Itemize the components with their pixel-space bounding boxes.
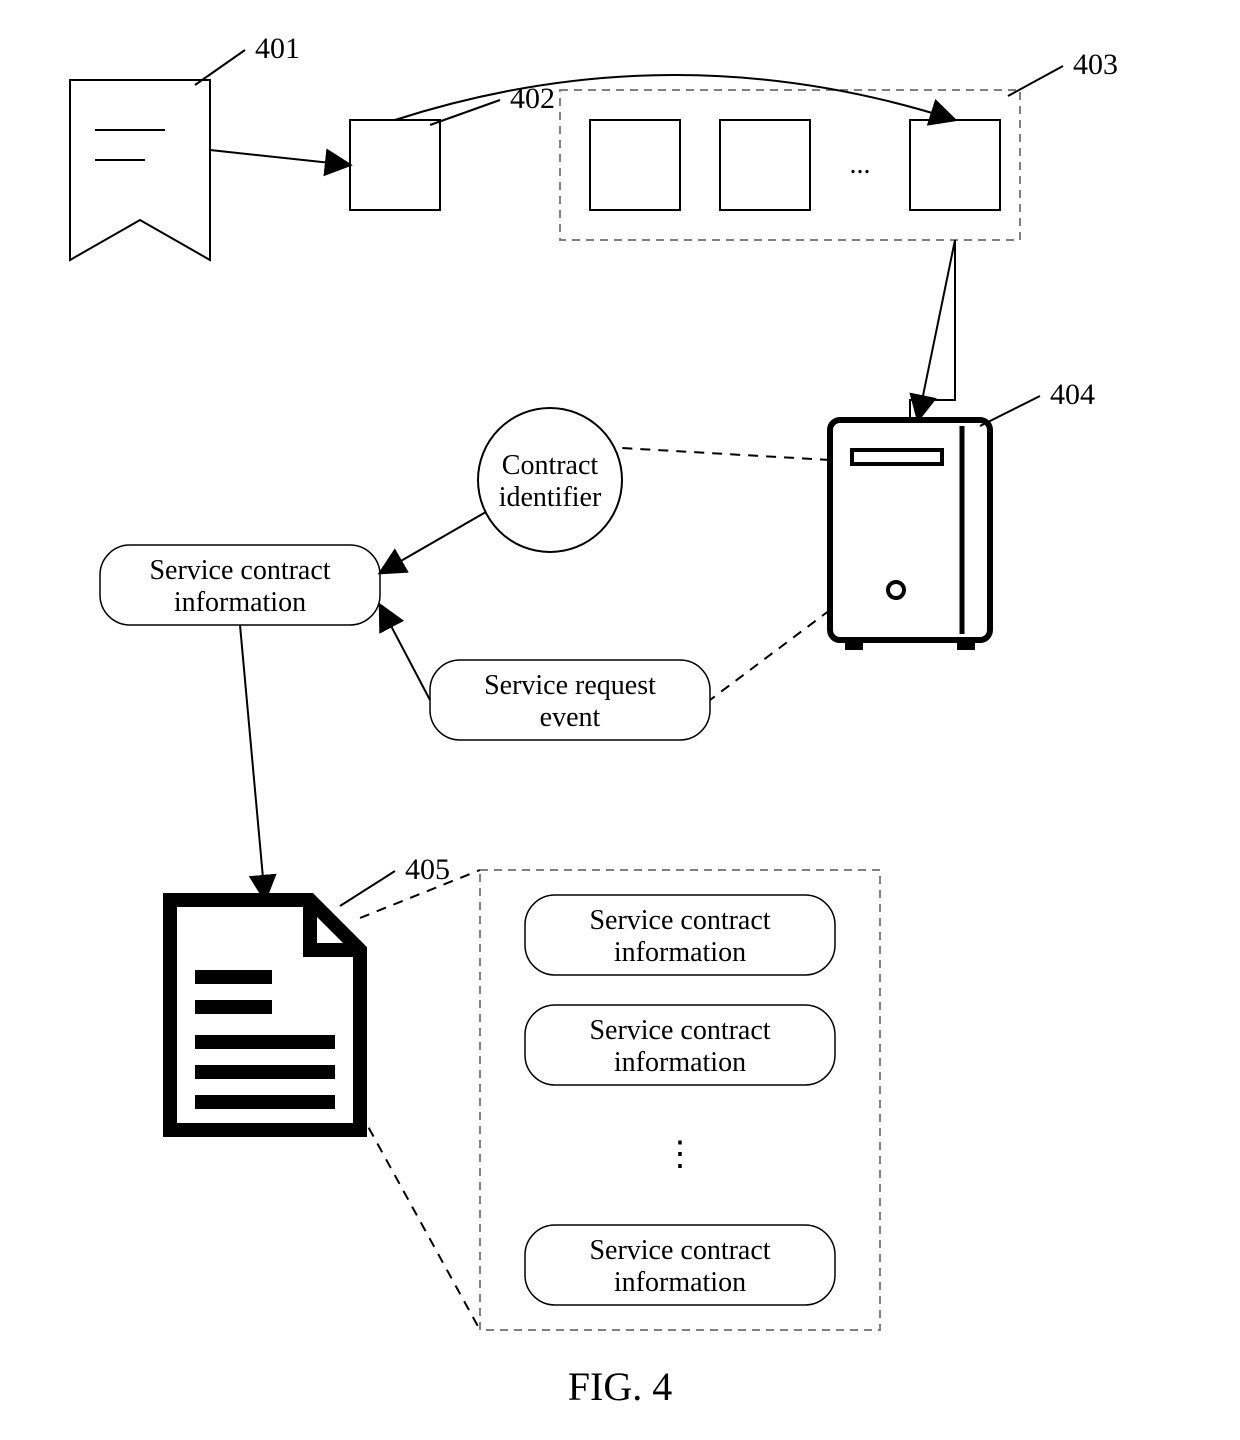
svg-text:FIG. 4: FIG. 4	[568, 1364, 672, 1409]
svg-text:401: 401	[255, 32, 300, 65]
svg-text:...: ...	[850, 149, 871, 180]
group-403	[560, 90, 1020, 240]
bookmark-icon	[70, 80, 210, 260]
document-icon	[170, 900, 360, 1130]
svg-text:Service contractinformation: Service contractinformation	[589, 1015, 770, 1078]
svg-text:404: 404	[1050, 378, 1095, 411]
svg-text:405: 405	[405, 853, 450, 886]
svg-text:⋮: ⋮	[663, 1136, 697, 1173]
block-402	[350, 120, 440, 210]
svg-text:403: 403	[1073, 48, 1118, 81]
svg-text:Service contractinformation: Service contractinformation	[589, 905, 770, 968]
svg-text:Contractidentifier: Contractidentifier	[499, 450, 602, 513]
svg-text:Service contractinformation: Service contractinformation	[589, 1235, 770, 1298]
svg-text:Service contractinformation: Service contractinformation	[149, 555, 330, 618]
server-icon	[830, 420, 990, 650]
